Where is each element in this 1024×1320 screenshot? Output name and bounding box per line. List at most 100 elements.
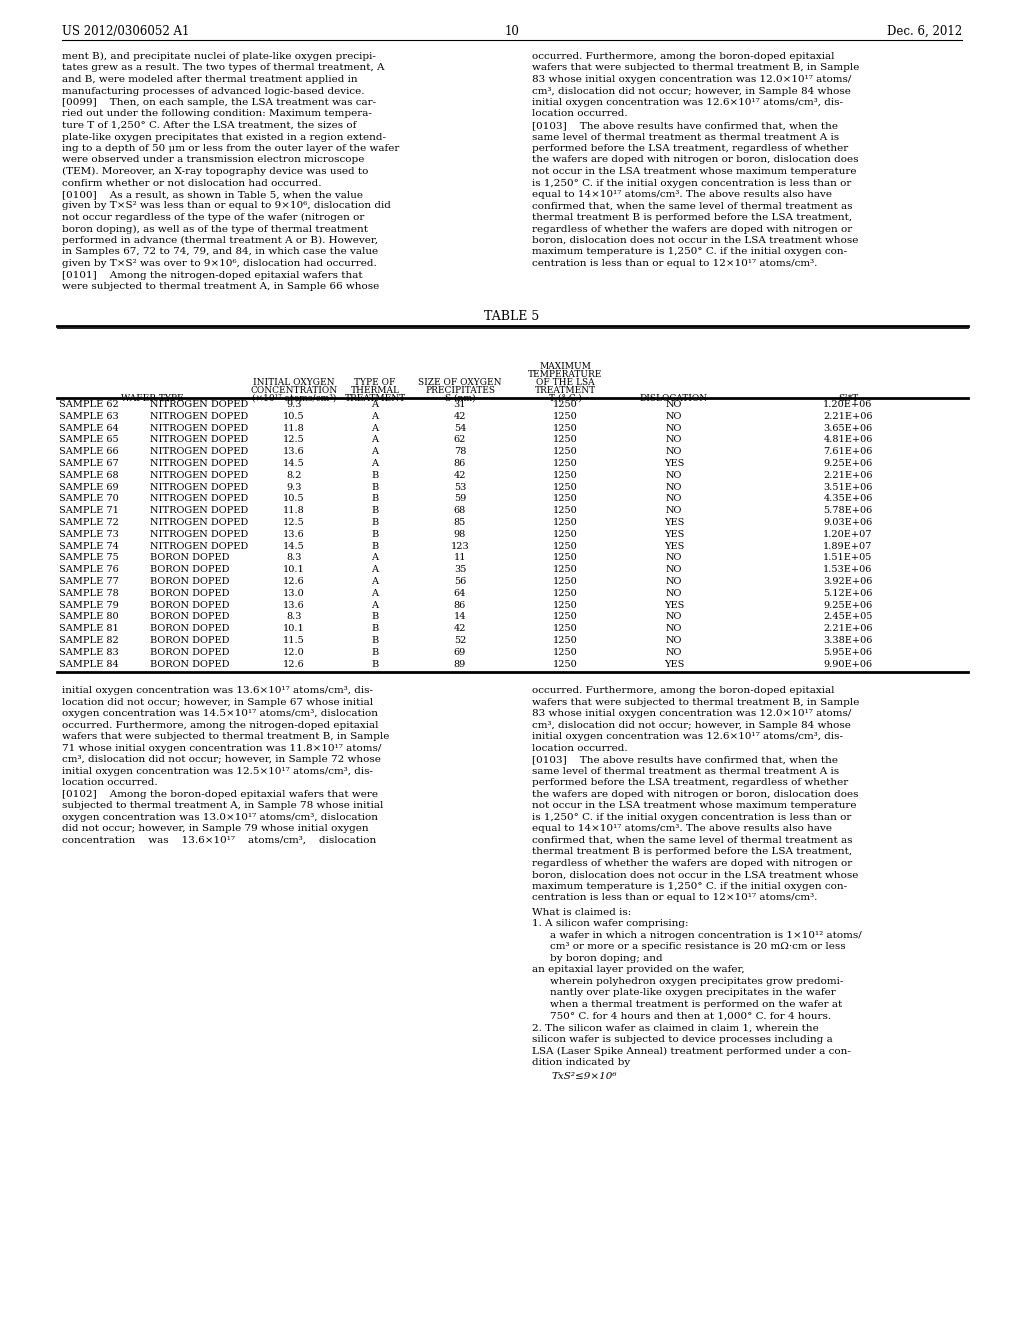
Text: A: A [372,424,379,433]
Text: BORON DOPED: BORON DOPED [150,565,229,574]
Text: BORON DOPED: BORON DOPED [150,648,229,657]
Text: manufacturing processes of advanced logic-based device.: manufacturing processes of advanced logi… [62,87,365,95]
Text: 1250: 1250 [553,436,578,445]
Text: given by T×S² was over to 9×10⁶, dislocation had occurred.: given by T×S² was over to 9×10⁶, disloca… [62,259,377,268]
Text: SIZE OF OXYGEN: SIZE OF OXYGEN [418,378,502,387]
Text: 12.6: 12.6 [283,660,305,669]
Text: 9.25E+06: 9.25E+06 [823,459,872,469]
Text: [0101]    Among the nitrogen-doped epitaxial wafers that: [0101] Among the nitrogen-doped epitaxia… [62,271,362,280]
Text: NO: NO [666,553,682,562]
Text: NITROGEN DOPED: NITROGEN DOPED [150,517,248,527]
Text: SAMPLE 78: SAMPLE 78 [59,589,119,598]
Text: 86: 86 [454,601,466,610]
Text: B: B [372,506,379,515]
Text: What is claimed is:: What is claimed is: [532,908,631,917]
Text: regardless of whether the wafers are doped with nitrogen or: regardless of whether the wafers are dop… [532,224,852,234]
Text: SAMPLE 65: SAMPLE 65 [59,436,119,445]
Text: 9.03E+06: 9.03E+06 [823,517,872,527]
Text: 8.3: 8.3 [287,612,302,622]
Text: boron, dislocation does not occur in the LSA treatment whose: boron, dislocation does not occur in the… [532,236,858,246]
Text: T (° C.): T (° C.) [549,393,582,403]
Text: 1250: 1250 [553,483,578,491]
Text: given by T×S² was less than or equal to 9×10⁶, dislocation did: given by T×S² was less than or equal to … [62,202,391,210]
Text: A: A [372,577,379,586]
Text: centration is less than or equal to 12×10¹⁷ atoms/cm³.: centration is less than or equal to 12×1… [532,259,817,268]
Text: NO: NO [666,577,682,586]
Text: 1250: 1250 [553,459,578,469]
Text: TABLE 5: TABLE 5 [484,310,540,323]
Text: US 2012/0306052 A1: US 2012/0306052 A1 [62,25,189,38]
Text: [0099]    Then, on each sample, the LSA treatment was car-: [0099] Then, on each sample, the LSA tre… [62,98,376,107]
Text: BORON DOPED: BORON DOPED [150,636,229,645]
Text: NITROGEN DOPED: NITROGEN DOPED [150,436,248,445]
Text: NO: NO [666,424,682,433]
Text: regardless of whether the wafers are doped with nitrogen or: regardless of whether the wafers are dop… [532,859,852,869]
Text: 98: 98 [454,529,466,539]
Text: equal to 14×10¹⁷ atoms/cm³. The above results also have: equal to 14×10¹⁷ atoms/cm³. The above re… [532,825,831,833]
Text: 13.0: 13.0 [283,589,305,598]
Text: 64: 64 [454,589,466,598]
Text: 13.6: 13.6 [283,447,305,457]
Text: SAMPLE 79: SAMPLE 79 [59,601,119,610]
Text: NITROGEN DOPED: NITROGEN DOPED [150,424,248,433]
Text: oxygen concentration was 14.5×10¹⁷ atoms/cm³, dislocation: oxygen concentration was 14.5×10¹⁷ atoms… [62,709,378,718]
Text: 12.0: 12.0 [283,648,305,657]
Text: 52: 52 [454,636,466,645]
Text: 10.1: 10.1 [283,624,305,634]
Text: thermal treatment B is performed before the LSA treatment,: thermal treatment B is performed before … [532,213,852,222]
Text: 1250: 1250 [553,517,578,527]
Text: B: B [372,624,379,634]
Text: wafers that were subjected to thermal treatment B, in Sample: wafers that were subjected to thermal tr… [532,698,859,708]
Text: B: B [372,495,379,503]
Text: 11: 11 [454,553,466,562]
Text: 5.95E+06: 5.95E+06 [823,648,872,657]
Text: 1250: 1250 [553,589,578,598]
Text: SAMPLE 80: SAMPLE 80 [59,612,119,622]
Text: 1.51E+05: 1.51E+05 [823,553,872,562]
Text: 35: 35 [454,565,466,574]
Text: 3.38E+06: 3.38E+06 [823,636,872,645]
Text: 1250: 1250 [553,612,578,622]
Text: not occur in the LSA treatment whose maximum temperature: not occur in the LSA treatment whose max… [532,801,856,810]
Text: SAMPLE 68: SAMPLE 68 [59,471,119,479]
Text: when a thermal treatment is performed on the wafer at: when a thermal treatment is performed on… [550,1001,843,1008]
Text: 10.1: 10.1 [283,565,305,574]
Text: 7.61E+06: 7.61E+06 [823,447,872,457]
Text: 4.35E+06: 4.35E+06 [823,495,872,503]
Text: location occurred.: location occurred. [532,744,628,752]
Text: 1.89E+07: 1.89E+07 [823,541,872,550]
Text: wafers that were subjected to thermal treatment B, in Sample: wafers that were subjected to thermal tr… [532,63,859,73]
Text: B: B [372,471,379,479]
Text: SAMPLE 66: SAMPLE 66 [59,447,119,457]
Text: WAFER TYPE: WAFER TYPE [121,393,184,403]
Text: 5.12E+06: 5.12E+06 [823,589,872,598]
Text: NO: NO [666,612,682,622]
Text: 11.5: 11.5 [283,636,305,645]
Text: YES: YES [664,660,684,669]
Text: 89: 89 [454,660,466,669]
Text: 14.5: 14.5 [283,459,305,469]
Text: CONCENTRATION: CONCENTRATION [251,385,338,395]
Text: 1.53E+06: 1.53E+06 [823,565,872,574]
Text: NO: NO [666,506,682,515]
Text: 14: 14 [454,612,466,622]
Text: initial oxygen concentration was 12.6×10¹⁷ atoms/cm³, dis-: initial oxygen concentration was 12.6×10… [532,98,843,107]
Text: [0103]    The above results have confirmed that, when the: [0103] The above results have confirmed … [532,121,838,129]
Text: A: A [372,436,379,445]
Text: SAMPLE 73: SAMPLE 73 [59,529,119,539]
Text: A: A [372,601,379,610]
Text: THERMAL: THERMAL [350,385,399,395]
Text: not occur regardless of the type of the wafer (nitrogen or: not occur regardless of the type of the … [62,213,365,222]
Text: 8.3: 8.3 [287,553,302,562]
Text: occurred. Furthermore, among the nitrogen-doped epitaxial: occurred. Furthermore, among the nitroge… [62,721,379,730]
Text: NO: NO [666,483,682,491]
Text: 10: 10 [505,25,519,38]
Text: 83 whose initial oxygen concentration was 12.0×10¹⁷ atoms/: 83 whose initial oxygen concentration wa… [532,75,851,84]
Text: NO: NO [666,447,682,457]
Text: SAMPLE 72: SAMPLE 72 [59,517,119,527]
Text: concentration    was    13.6×10¹⁷    atoms/cm³,    dislocation: concentration was 13.6×10¹⁷ atoms/cm³, d… [62,836,376,845]
Text: centration is less than or equal to 12×10¹⁷ atoms/cm³.: centration is less than or equal to 12×1… [532,894,817,903]
Text: 2.21E+06: 2.21E+06 [823,471,872,479]
Text: TxS²≤9×10⁶: TxS²≤9×10⁶ [552,1072,617,1081]
Text: INITIAL OXYGEN: INITIAL OXYGEN [253,378,335,387]
